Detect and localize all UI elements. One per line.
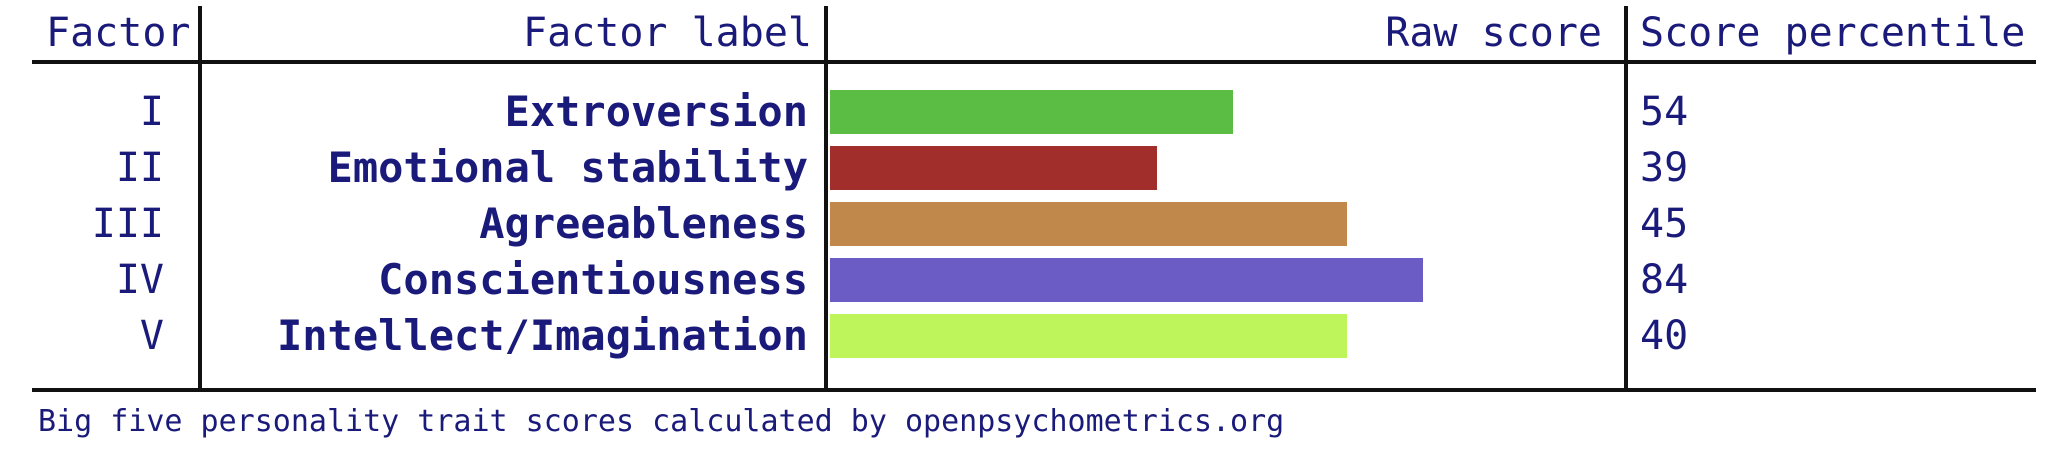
column-divider-3	[1624, 6, 1628, 392]
factor-label: Intellect/Imagination	[276, 311, 808, 360]
column-divider-2	[824, 6, 828, 392]
factor-numeral: V	[139, 313, 164, 359]
raw-score-bar	[830, 90, 1233, 134]
score-row: III Agreeableness 45	[0, 196, 2060, 252]
factor-numeral: IV	[115, 257, 164, 303]
header-rule	[32, 60, 2036, 64]
factor-numeral: II	[115, 145, 164, 191]
score-row: II Emotional stability 39	[0, 140, 2060, 196]
score-row: I Extroversion 54	[0, 84, 2060, 140]
raw-score-bar	[830, 146, 1157, 190]
factor-numeral: III	[91, 201, 164, 247]
score-percentile-value: 39	[1640, 145, 1689, 191]
raw-score-bar	[830, 258, 1423, 302]
score-row: IV Conscientiousness 84	[0, 252, 2060, 308]
footer-credit: Big five personality trait scores calcul…	[38, 404, 1285, 439]
score-percentile-value: 84	[1640, 257, 1689, 303]
factor-numeral: I	[139, 89, 164, 135]
header-score-percentile: Score percentile	[1640, 10, 2026, 56]
factor-label: Conscientiousness	[378, 255, 808, 304]
score-percentile-value: 45	[1640, 201, 1689, 247]
header-raw-score: Raw score	[1385, 10, 1602, 56]
header-factor: Factor	[46, 10, 191, 56]
factor-label: Agreeableness	[479, 199, 808, 248]
header-factor-label: Factor label	[523, 10, 812, 56]
factor-label: Extroversion	[504, 87, 808, 136]
score-percentile-value: 54	[1640, 89, 1689, 135]
bottom-rule	[32, 388, 2036, 392]
column-divider-1	[198, 6, 202, 392]
factor-label: Emotional stability	[327, 143, 808, 192]
score-percentile-value: 40	[1640, 313, 1689, 359]
raw-score-bar	[830, 202, 1347, 246]
score-row: V Intellect/Imagination 40	[0, 308, 2060, 364]
raw-score-bar	[830, 314, 1347, 358]
